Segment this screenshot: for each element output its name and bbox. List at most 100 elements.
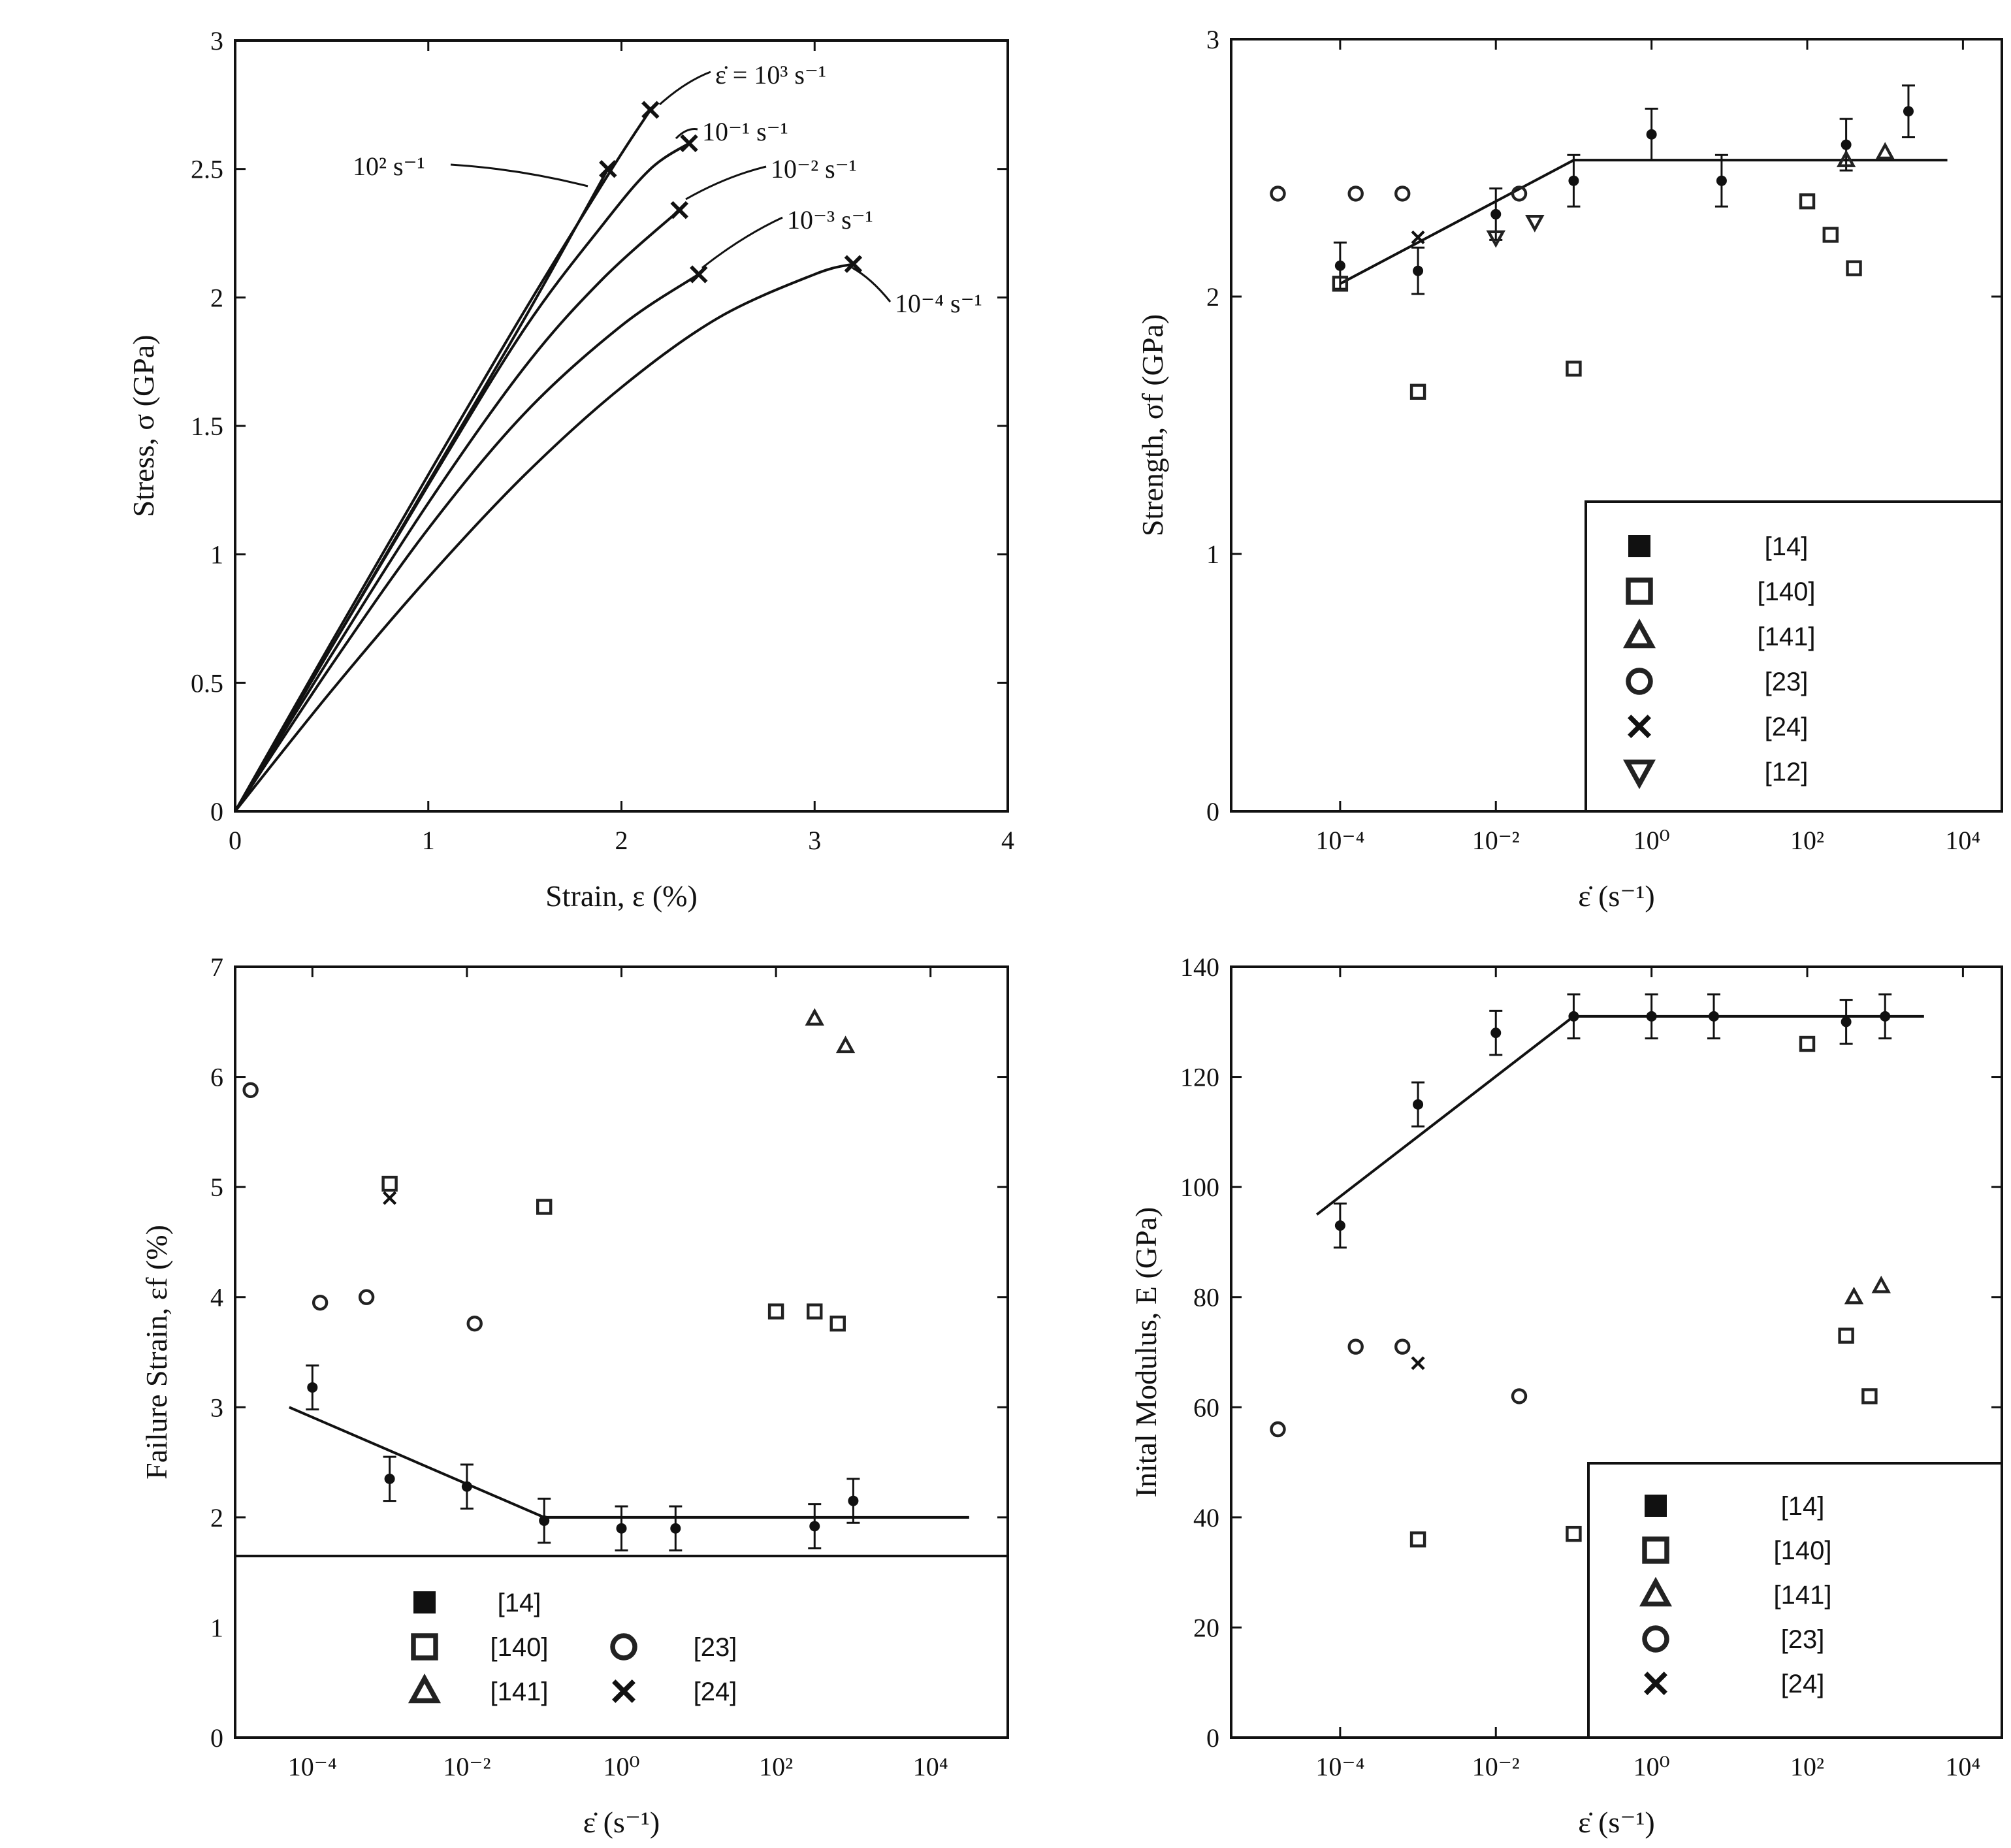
x-axis-label: ε̇ (s⁻¹) [1578, 879, 1654, 913]
legend-label: [23] [1781, 1625, 1825, 1654]
y-tick-label: 5 [210, 1173, 223, 1202]
data-point [1334, 260, 1345, 271]
legend-label: [141] [491, 1678, 549, 1706]
legend-marker [1628, 535, 1650, 557]
x-tick-label: 4 [1001, 826, 1014, 855]
data-point [1903, 106, 1914, 117]
data-point [1708, 1011, 1719, 1022]
data-point [1568, 175, 1579, 186]
x-tick-label: 10⁴ [913, 1752, 948, 1781]
fit-line [1339, 159, 1948, 285]
y-axis-label: Failure Strain, εf (%) [140, 1225, 173, 1480]
y-axis-label: Inital Modulus, E (GPa) [1129, 1207, 1163, 1498]
series-line [234, 142, 690, 813]
data-point [1270, 1421, 1286, 1438]
series-line [234, 273, 700, 813]
data-point [1413, 1099, 1424, 1110]
data-point [829, 1315, 846, 1332]
y-tick-label: 140 [1180, 952, 1219, 982]
x-tick-label: 10² [759, 1752, 793, 1781]
legend-label: [24] [1765, 713, 1809, 741]
y-axis-label: Strength, σf (GPa) [1136, 314, 1169, 536]
y-tick-label: 2.5 [191, 155, 223, 184]
x-tick-label: 10⁰ [1633, 826, 1670, 855]
data-point [1799, 1035, 1816, 1052]
failure-point-marker [690, 265, 708, 284]
y-tick-label: 0 [1206, 1723, 1219, 1753]
legend-marker [1642, 1625, 1669, 1653]
chart-failure-strain: 10⁻⁴ 10⁻² 10⁰ 10² 10⁴ 0 1 2 3 4 5 6 7 ε̇ (s⁻¹) Failure… [140, 952, 1009, 1839]
y-tick-label: 3 [1206, 25, 1219, 54]
legend-marker [1644, 1672, 1667, 1695]
y-tick-label: 2 [210, 1503, 223, 1532]
data-point [1566, 361, 1582, 377]
data-point [848, 1495, 859, 1506]
data-point [1490, 1028, 1502, 1039]
legend-marker [413, 1591, 436, 1613]
data-point [1566, 1525, 1582, 1542]
y-tick-label: 1 [210, 1613, 223, 1642]
curve-label: 10² s⁻¹ [353, 152, 425, 181]
data-point [1486, 230, 1505, 248]
data-point [358, 1289, 375, 1305]
data-point [1822, 227, 1839, 243]
data-point [1841, 139, 1852, 150]
legend-marker [1642, 1536, 1669, 1564]
x-axis-label: Strain, ε (%) [545, 879, 698, 913]
y-tick-label: 1 [1206, 540, 1219, 569]
legend-marker [411, 1633, 438, 1661]
data-point [312, 1294, 329, 1311]
data-point [466, 1315, 483, 1332]
x-axis-label: ε̇ (s⁻¹) [1578, 1806, 1654, 1839]
y-tick-label: 60 [1193, 1393, 1219, 1422]
legend-marker [1639, 1576, 1673, 1607]
legend-marker [408, 1673, 442, 1704]
data-point [461, 1481, 472, 1492]
data-point [536, 1199, 553, 1215]
x-tick-label: 10² [1790, 826, 1824, 855]
legend-label: [12] [1765, 758, 1809, 786]
legend-label: [140] [1758, 577, 1816, 606]
failure-point-marker [641, 101, 660, 119]
x-tick-label: 10⁴ [1945, 826, 1980, 855]
data-point [539, 1515, 550, 1526]
data-point [1347, 1338, 1364, 1355]
series-line [234, 109, 652, 812]
data-point [1409, 383, 1426, 400]
data-point [1836, 150, 1856, 167]
data-point [307, 1382, 318, 1393]
y-axis-label: Stress, σ (GPa) [127, 334, 160, 517]
series-line [234, 209, 681, 813]
y-tick-label: 1.5 [191, 412, 223, 441]
curve-label: 10⁻² s⁻¹ [771, 154, 857, 184]
legend-marker [1628, 715, 1651, 738]
failure-point-marker [844, 255, 863, 273]
data-point [242, 1082, 259, 1099]
series-line [234, 263, 854, 813]
x-tick-label: 10⁰ [1633, 1752, 1670, 1781]
y-tick-label: 4 [210, 1283, 223, 1312]
failure-point-marker [680, 134, 698, 153]
curve-label: ε̇ = 10³ s⁻¹ [715, 60, 826, 89]
y-tick-label: 1 [210, 540, 223, 570]
leader-line [675, 128, 698, 140]
data-point [1270, 186, 1286, 202]
x-tick-label: 10⁰ [603, 1752, 639, 1781]
data-point [1490, 208, 1502, 219]
data-point [1861, 1388, 1878, 1404]
failure-point-marker [599, 159, 617, 178]
data-point [1880, 1011, 1891, 1022]
legend-label: [141] [1758, 623, 1816, 651]
y-tick-label: 20 [1193, 1613, 1219, 1642]
legend-label: [24] [694, 1678, 737, 1706]
legend-marker [612, 1679, 635, 1703]
data-point [1413, 265, 1424, 276]
leader-line [852, 267, 892, 302]
data-point [670, 1523, 681, 1534]
legend-label: [14] [1765, 532, 1809, 561]
x-tick-label: 10⁻² [443, 1752, 491, 1781]
data-point [1332, 276, 1349, 292]
legend-label: [141] [1774, 1581, 1832, 1610]
x-tick-label: 0 [229, 826, 242, 855]
